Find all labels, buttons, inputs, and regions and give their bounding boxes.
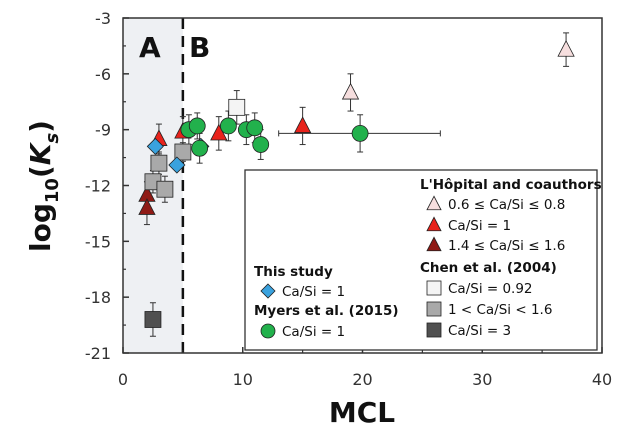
legend-heading: Chen et al. (2004)	[420, 260, 557, 276]
square-data-point	[174, 143, 192, 161]
triangle-data-point	[341, 82, 360, 100]
circle-data-point	[188, 117, 206, 135]
data-marks	[138, 32, 575, 337]
circle-data-point	[191, 139, 209, 157]
region-label-b: B	[189, 31, 210, 64]
square-data-point	[150, 154, 168, 172]
y-tick-label: -6	[95, 65, 111, 84]
x-tick-label: 30	[472, 370, 492, 389]
region-label-a: A	[139, 31, 161, 64]
x-tick-label: 20	[352, 370, 372, 389]
triangle-data-point	[557, 39, 575, 57]
legend-entry-label: 1 < Ca/Si < 1.6	[448, 302, 552, 318]
y-tick-label: -9	[95, 121, 111, 140]
legend-entry-label: Ca/Si = 3	[448, 323, 511, 339]
legend-entry-label: Ca/Si = 0.92	[448, 281, 533, 297]
square-data-point	[156, 180, 174, 198]
y-tick-label: -18	[85, 288, 111, 307]
legend: L'Hôpital and coauthors 0.6 ≤ Ca/Si ≤ 0.8…	[244, 169, 602, 351]
axes: 0 10 20 30 40 -3 -6 -9 -12 -15 -18 -21	[85, 9, 612, 389]
y-axis-title-variable: K	[24, 141, 57, 165]
x-tick-label: 40	[592, 370, 612, 389]
x-tick-label: 0	[118, 370, 128, 389]
legend-triangle-marker	[426, 236, 442, 252]
legend-entry-label: Ca/Si = 1	[282, 284, 345, 300]
legend-heading: Myers et al. (2015)	[254, 303, 399, 319]
square-data-point	[144, 311, 162, 328]
legend-entry-label: Ca/Si = 1	[448, 218, 511, 234]
legend-entry-label: 1.4 ≤ Ca/Si ≤ 1.6	[448, 238, 565, 254]
legend-square-marker	[426, 322, 442, 338]
triangle-data-point	[138, 198, 156, 215]
x-axis-title: MCL	[329, 396, 395, 429]
legend-square-marker	[426, 280, 442, 296]
x-tick-label: 10	[233, 370, 253, 389]
y-tick-label: -15	[85, 232, 111, 251]
legend-box	[244, 169, 598, 351]
legend-diamond-marker	[260, 283, 276, 299]
legend-heading: L'Hôpital and coauthors	[420, 177, 602, 193]
legend-entry-label: 0.6 ≤ Ca/Si ≤ 0.8	[448, 197, 565, 213]
legend-triangle-marker	[426, 195, 442, 211]
y-axis-title-close-paren: )	[24, 120, 57, 133]
square-data-point	[228, 98, 246, 116]
legend-triangle-marker	[426, 216, 442, 232]
y-tick-label: -21	[85, 344, 111, 363]
circle-data-point	[351, 124, 369, 142]
y-tick-label: -3	[95, 9, 111, 28]
y-axis-title-open-paren: (	[24, 165, 57, 178]
triangle-data-point	[210, 123, 228, 141]
legend-entry-label: Ca/Si = 1	[282, 324, 345, 340]
legend-square-marker	[426, 301, 442, 317]
triangle-data-point	[293, 116, 312, 133]
legend-circle-marker	[260, 323, 276, 339]
circle-data-point	[219, 117, 237, 135]
y-axis-title-base: log	[24, 203, 57, 252]
diamond-data-point	[146, 137, 164, 155]
y-tick-label: -12	[85, 177, 111, 196]
circle-data-point	[252, 136, 270, 153]
circle-data-point	[246, 119, 264, 137]
legend-heading: This study	[254, 264, 333, 280]
y-axis-title-subscript: 10	[42, 178, 63, 203]
y-axis-title: log10(Ks)	[24, 120, 63, 252]
diamond-data-point	[168, 156, 186, 174]
y-axis-title-variable-subscript: s	[42, 133, 63, 144]
